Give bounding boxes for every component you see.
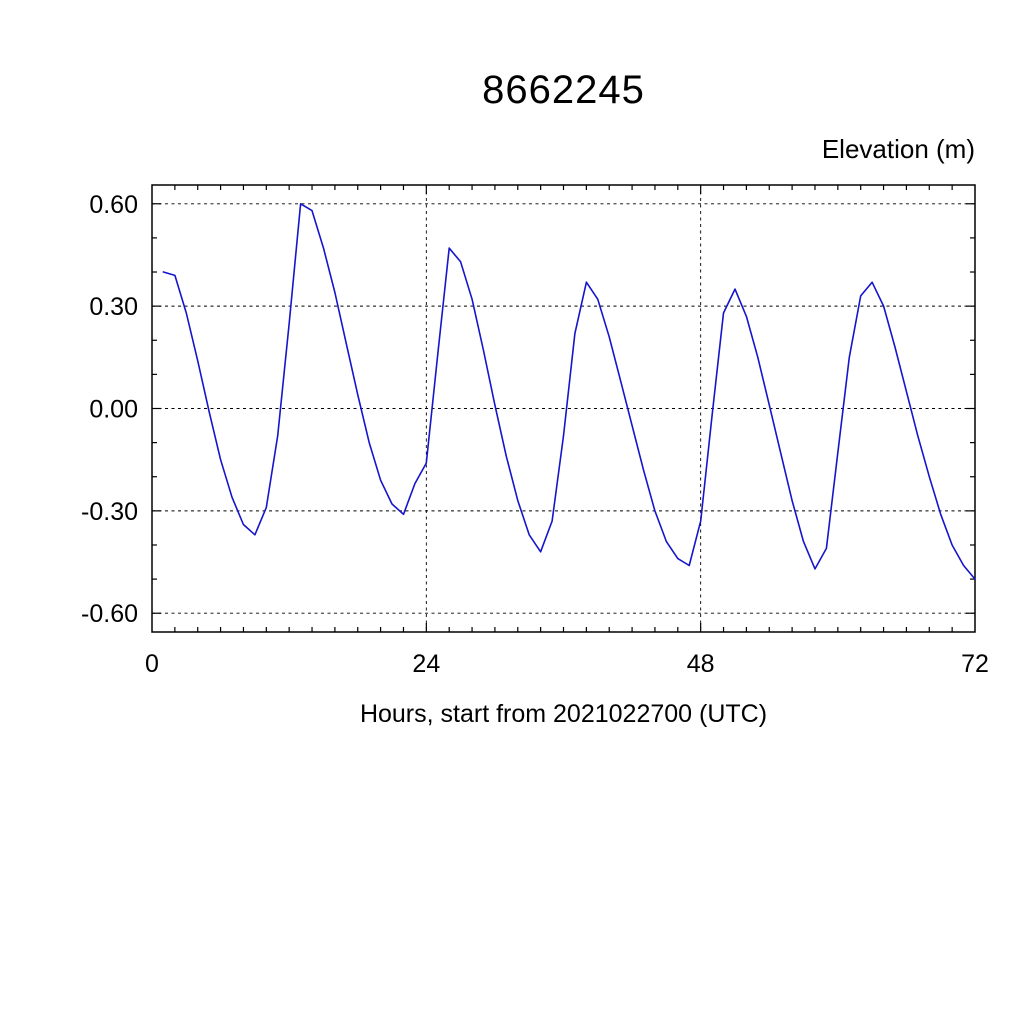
x-tick-label: 24	[412, 650, 440, 678]
tide-elevation-line	[162, 203, 976, 580]
y-tick-label: 0.60	[89, 191, 138, 219]
station-id-title: 8662245	[482, 68, 645, 112]
x-tick-label: 72	[961, 650, 989, 678]
y-tick-label: 0.00	[89, 396, 138, 424]
y-tick-label: -0.30	[81, 498, 138, 526]
x-tick-label: 0	[145, 650, 159, 678]
y-tick-label: 0.30	[89, 293, 138, 321]
elevation-unit-label: Elevation (m)	[821, 134, 975, 164]
y-tick-label: -0.60	[81, 600, 138, 628]
plot-frame	[151, 184, 976, 633]
x-tick-label: 48	[687, 650, 715, 678]
x-axis-label: Hours, start from 2021022700 (UTC)	[359, 700, 768, 728]
